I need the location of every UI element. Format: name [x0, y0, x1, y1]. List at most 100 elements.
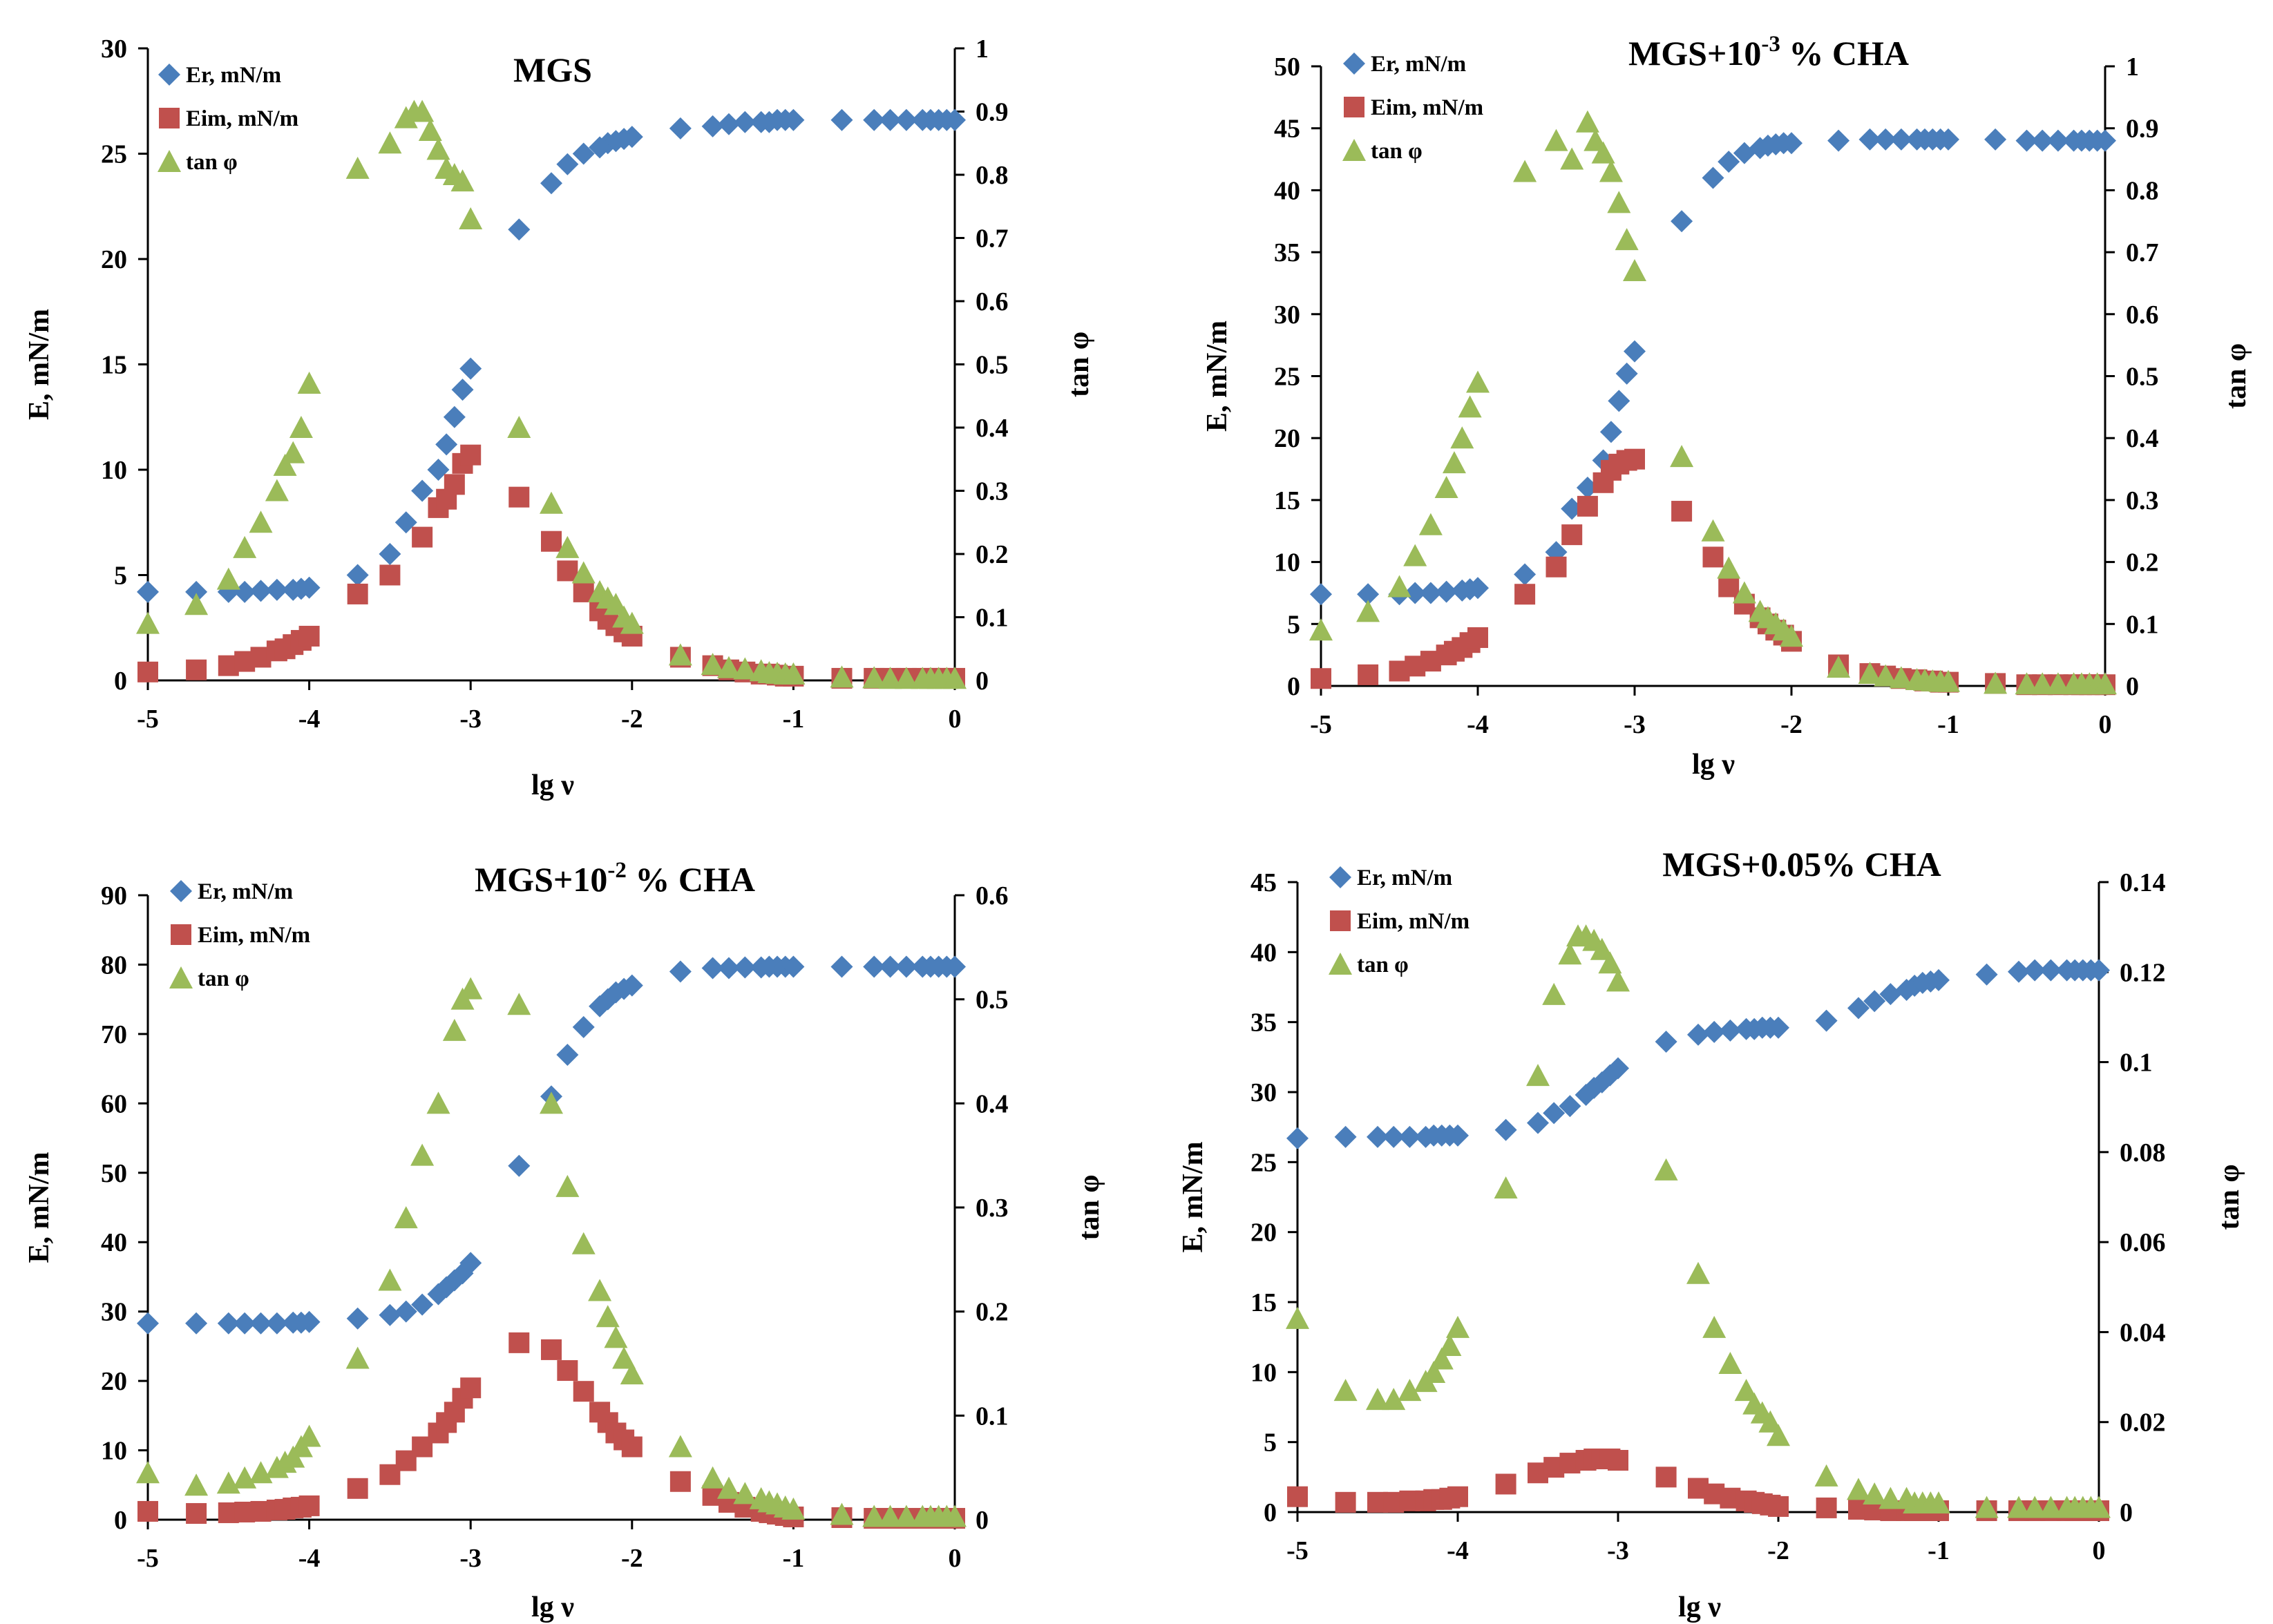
- data-point: [412, 526, 433, 548]
- title-superscript: -3: [1761, 32, 1780, 57]
- data-point: [427, 459, 450, 481]
- y-tick-label: 35: [1274, 238, 1300, 267]
- data-point: [1543, 1102, 1566, 1125]
- legend-marker: [159, 108, 180, 128]
- y2-tick-label: 0.1: [2120, 1049, 2153, 1078]
- y2-tick-label: 0: [2126, 672, 2139, 701]
- data-point: [1879, 1487, 1903, 1509]
- data-point: [1311, 668, 1331, 689]
- y-tick-label: 15: [1250, 1288, 1277, 1317]
- data-point: [1686, 1261, 1710, 1284]
- data-point: [604, 593, 628, 615]
- data-point: [426, 1091, 450, 1114]
- y2-tick-label: 0.8: [976, 161, 1009, 190]
- y2-tick-label: 0.7: [2126, 238, 2159, 267]
- series-triangle: [136, 977, 967, 1527]
- data-point: [508, 1154, 531, 1177]
- data-point: [1767, 1424, 1790, 1446]
- y2-tick-label: 0.1: [976, 1402, 1009, 1431]
- legend-entry: Er, mN/m: [198, 879, 293, 904]
- data-point: [863, 108, 886, 131]
- data-point: [298, 1310, 321, 1333]
- data-point: [1718, 1352, 1742, 1375]
- data-point: [2046, 672, 2070, 695]
- data-point: [1356, 600, 1380, 622]
- data-point: [555, 1174, 580, 1197]
- data-point: [944, 108, 966, 131]
- data-point: [459, 207, 483, 230]
- data-point: [1419, 582, 1442, 604]
- y-tick-label: 0: [114, 667, 127, 696]
- legend-marker: [1329, 953, 1352, 975]
- data-point: [588, 1279, 612, 1301]
- data-point: [297, 371, 321, 394]
- data-point: [1577, 495, 1598, 517]
- data-point: [379, 1303, 401, 1326]
- data-point: [620, 126, 643, 149]
- data-point: [185, 580, 208, 603]
- y-axis-label: E, mN/m: [1177, 1142, 1209, 1253]
- data-point: [1608, 390, 1630, 412]
- y2-tick-label: 0: [2120, 1498, 2133, 1527]
- data-point: [733, 657, 757, 680]
- data-point: [895, 955, 917, 978]
- data-point: [668, 643, 692, 666]
- data-point: [1560, 147, 1584, 170]
- data-point: [450, 169, 475, 192]
- data-point: [451, 379, 474, 401]
- data-point: [1827, 656, 1851, 678]
- data-point: [571, 561, 596, 584]
- title-main: MGS+10: [1628, 34, 1761, 73]
- y-tick-label: 10: [101, 1437, 127, 1466]
- data-point: [1607, 191, 1631, 213]
- data-point: [701, 957, 724, 980]
- data-point: [265, 479, 289, 501]
- y2-axis-label: tan φ: [2214, 1164, 2245, 1230]
- data-point: [1768, 1496, 1789, 1517]
- data-point: [1495, 1473, 1516, 1495]
- y-tick-label: 30: [1250, 1078, 1277, 1107]
- data-point: [830, 108, 853, 131]
- data-point: [540, 491, 563, 514]
- x-tick-label: 0: [949, 705, 962, 734]
- data-point: [830, 1502, 854, 1525]
- data-point: [1310, 583, 1332, 606]
- data-point: [1928, 968, 1950, 991]
- data-point: [249, 510, 273, 533]
- data-point: [1624, 340, 1646, 363]
- data-point: [217, 1312, 240, 1335]
- data-point: [379, 564, 401, 586]
- data-point: [716, 656, 741, 678]
- data-point: [1608, 1450, 1628, 1471]
- y2-tick-label: 0.3: [976, 477, 1009, 506]
- data-point: [507, 993, 531, 1015]
- data-point: [1466, 370, 1490, 393]
- data-point: [1467, 577, 1489, 600]
- data-point: [717, 113, 740, 135]
- data-point: [1814, 1464, 1838, 1487]
- data-point: [281, 441, 305, 464]
- data-point: [1599, 160, 1623, 182]
- data-point: [1937, 669, 1960, 692]
- y-tick-label: 45: [1250, 868, 1277, 897]
- y-axis-label: E, mN/m: [23, 309, 55, 420]
- data-point: [234, 580, 256, 603]
- series-diamond: [137, 955, 966, 1335]
- x-tick-label: 0: [2093, 1536, 2106, 1565]
- legend-marker: [158, 150, 181, 172]
- data-point: [298, 576, 321, 599]
- data-point: [137, 661, 158, 682]
- data-point: [1447, 1124, 1469, 1147]
- data-point: [2024, 959, 2046, 982]
- title-superscript: -2: [607, 858, 627, 883]
- y-tick-label: 5: [1287, 610, 1300, 639]
- data-point: [460, 1377, 482, 1399]
- y-tick-label: 40: [1250, 938, 1277, 967]
- data-point: [442, 1018, 466, 1041]
- data-point: [1561, 524, 1583, 546]
- y2-tick-label: 0.6: [976, 287, 1009, 316]
- data-point: [184, 593, 209, 615]
- data-point: [1598, 951, 1622, 974]
- series-diamond: [1286, 959, 2110, 1149]
- data-point: [1494, 1176, 1518, 1198]
